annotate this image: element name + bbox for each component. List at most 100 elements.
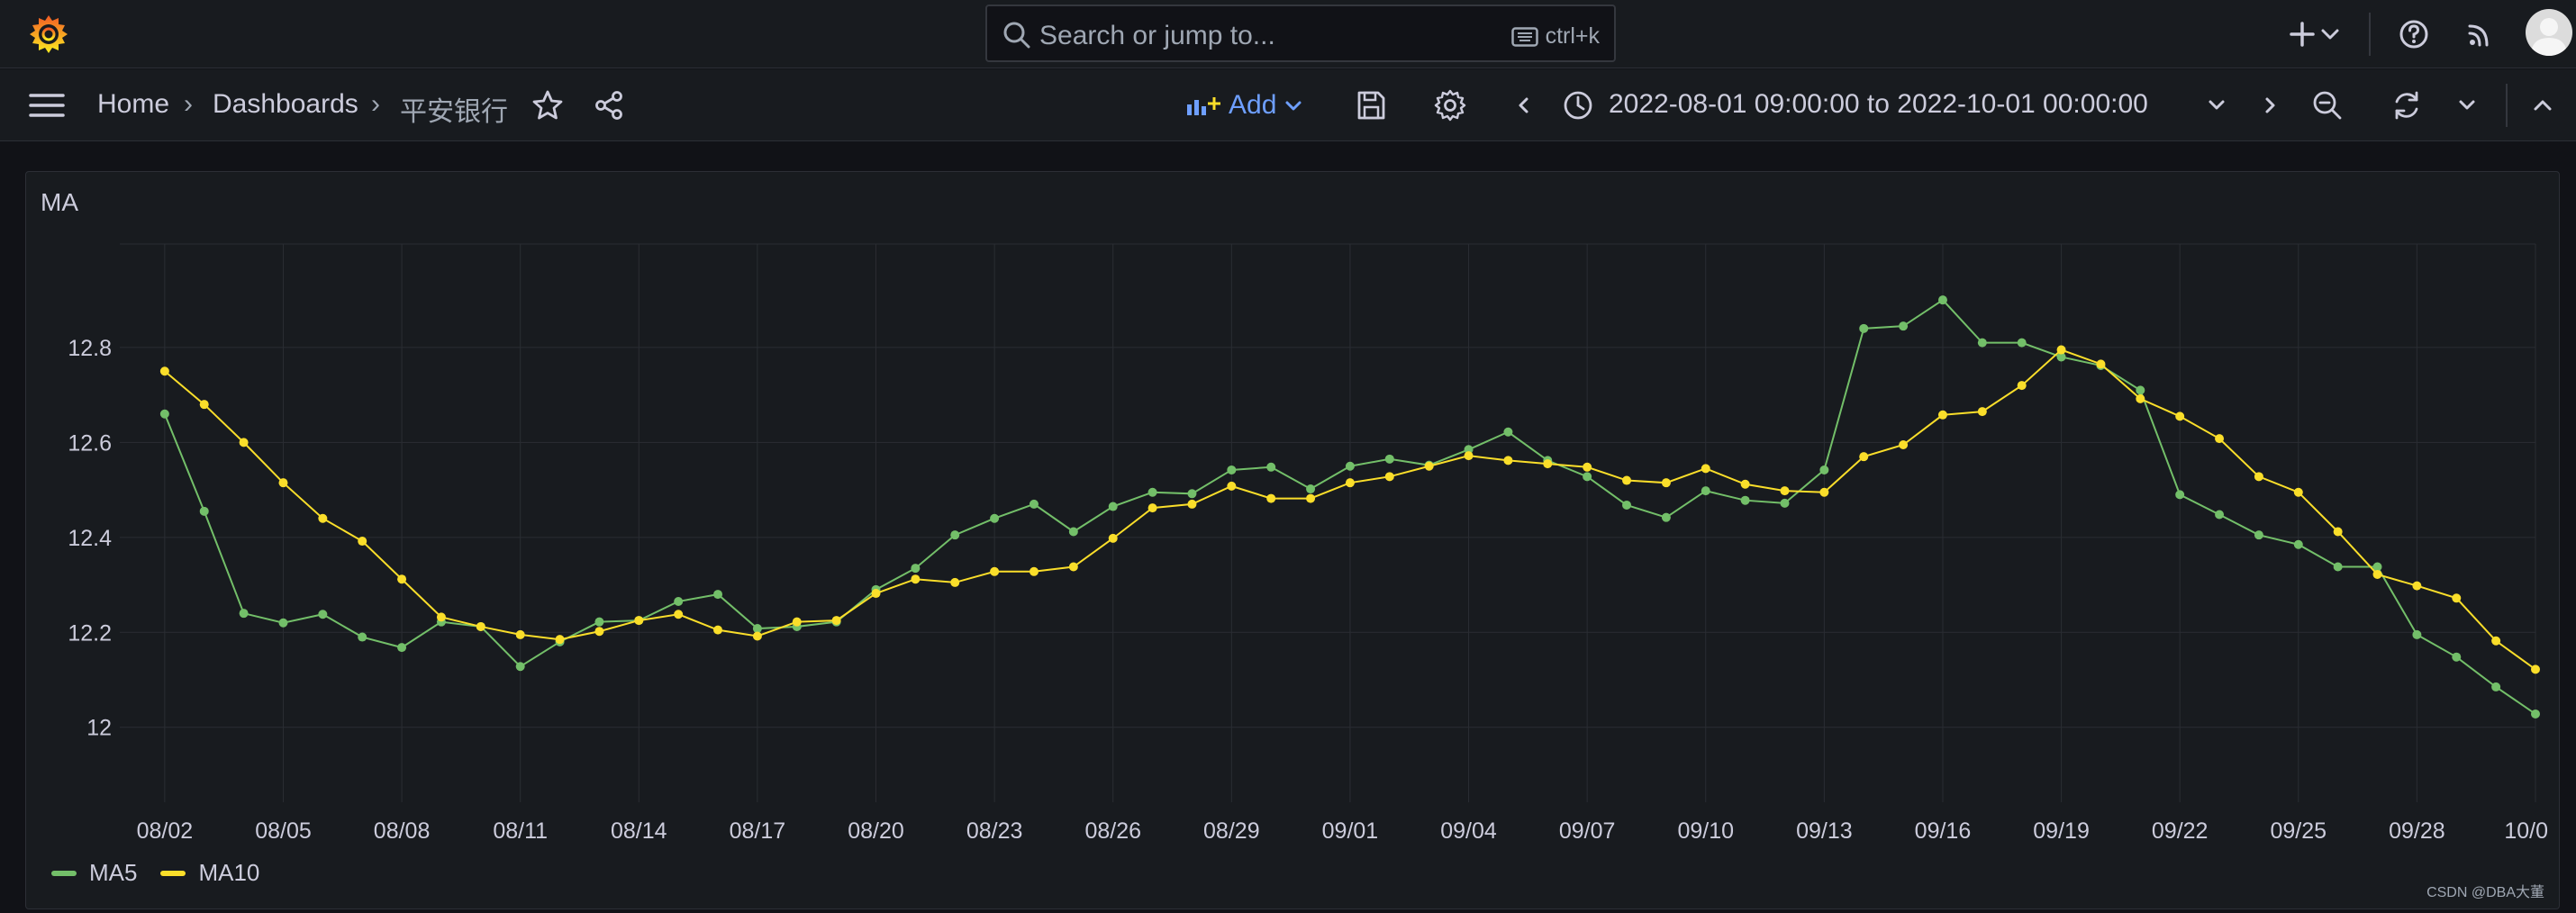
data-point-ma10[interactable] <box>358 537 367 547</box>
data-point-ma10[interactable] <box>792 617 802 627</box>
search-input[interactable]: Search or jump to... <box>1039 21 1275 50</box>
data-point-ma10[interactable] <box>2017 381 2027 391</box>
help-icon[interactable] <box>2396 16 2432 52</box>
data-point-ma5[interactable] <box>199 506 209 516</box>
data-point-ma5[interactable] <box>1583 472 1592 482</box>
data-point-ma5[interactable] <box>2017 338 2027 348</box>
data-point-ma5[interactable] <box>2293 539 2303 549</box>
data-point-ma5[interactable] <box>1819 465 1829 475</box>
data-point-ma5[interactable] <box>1108 502 1118 511</box>
data-point-ma5[interactable] <box>1345 461 1355 471</box>
data-point-ma5[interactable] <box>1464 445 1474 455</box>
legend-item-ma5[interactable]: MA5 <box>51 859 137 887</box>
star-icon[interactable] <box>530 87 566 123</box>
data-point-ma10[interactable] <box>2412 581 2422 591</box>
data-point-ma10[interactable] <box>1266 493 1276 503</box>
data-point-ma10[interactable] <box>2136 393 2145 403</box>
data-point-ma10[interactable] <box>713 625 723 635</box>
data-point-ma10[interactable] <box>1029 566 1039 576</box>
data-point-ma10[interactable] <box>397 574 407 584</box>
rss-icon[interactable] <box>2463 16 2499 52</box>
data-point-ma5[interactable] <box>239 609 249 619</box>
data-point-ma10[interactable] <box>911 574 921 584</box>
data-point-ma10[interactable] <box>555 635 565 645</box>
data-point-ma10[interactable] <box>1108 533 1118 543</box>
data-point-ma5[interactable] <box>1701 486 1710 496</box>
data-point-ma5[interactable] <box>752 624 762 634</box>
data-point-ma5[interactable] <box>1661 512 1671 522</box>
data-point-ma5[interactable] <box>1859 323 1869 333</box>
data-point-ma10[interactable] <box>2215 434 2225 444</box>
data-point-ma10[interactable] <box>1543 459 1553 469</box>
data-point-ma5[interactable] <box>278 618 288 628</box>
data-point-ma10[interactable] <box>1661 478 1671 488</box>
data-point-ma10[interactable] <box>1701 464 1710 474</box>
data-point-ma5[interactable] <box>1306 484 1316 494</box>
ma-line-chart[interactable]: 12 12.2 12.4 12.6 12.8 08/02 08/05 08/08 08/11 08… <box>26 172 2559 908</box>
refresh-icon[interactable] <box>2389 87 2425 123</box>
data-point-ma5[interactable] <box>2215 510 2225 520</box>
data-point-ma10[interactable] <box>1464 451 1474 461</box>
ma-panel[interactable]: MA 12 12.2 12.4 12.6 12.8 08/02 08/05 08/08 08/1… <box>25 171 2560 909</box>
data-point-ma10[interactable] <box>1068 562 1078 572</box>
menu-icon[interactable] <box>29 87 65 123</box>
share-icon[interactable] <box>591 87 627 123</box>
data-point-ma10[interactable] <box>159 366 169 376</box>
data-point-ma10[interactable] <box>752 631 762 641</box>
data-point-ma10[interactable] <box>1306 493 1316 503</box>
data-point-ma5[interactable] <box>515 662 525 672</box>
data-point-ma10[interactable] <box>634 616 644 626</box>
data-point-ma10[interactable] <box>239 438 249 447</box>
data-point-ma5[interactable] <box>911 564 921 574</box>
data-point-ma5[interactable] <box>2333 562 2343 572</box>
data-point-ma10[interactable] <box>278 478 288 488</box>
data-point-ma10[interactable] <box>1227 481 1237 491</box>
data-point-ma10[interactable] <box>199 400 209 410</box>
data-point-ma5[interactable] <box>1740 495 1750 505</box>
data-point-ma5[interactable] <box>1227 465 1237 475</box>
data-point-ma10[interactable] <box>1147 503 1157 513</box>
data-point-ma5[interactable] <box>1029 499 1039 509</box>
legend-item-ma10[interactable]: MA10 <box>160 859 259 887</box>
chevron-down-icon[interactable] <box>2455 87 2479 123</box>
data-point-ma10[interactable] <box>2491 636 2501 646</box>
data-point-ma5[interactable] <box>1977 338 1987 348</box>
data-point-ma5[interactable] <box>1147 487 1157 497</box>
save-icon[interactable] <box>1353 87 1389 123</box>
panel-title[interactable]: MA <box>41 188 78 216</box>
breadcrumb-dashboards[interactable]: Dashboards <box>213 89 358 119</box>
data-point-ma5[interactable] <box>2136 385 2145 395</box>
data-point-ma5[interactable] <box>159 409 169 419</box>
data-point-ma10[interactable] <box>831 616 841 626</box>
data-point-ma5[interactable] <box>2491 682 2501 692</box>
data-point-ma5[interactable] <box>674 597 684 606</box>
data-point-ma10[interactable] <box>950 577 960 587</box>
breadcrumb-home[interactable]: Home <box>97 89 170 119</box>
search-bar[interactable]: Search or jump to... ctrl+k <box>985 5 1616 62</box>
data-point-ma10[interactable] <box>2293 487 2303 497</box>
data-point-ma5[interactable] <box>1068 527 1078 537</box>
data-point-ma5[interactable] <box>1780 498 1790 508</box>
gear-icon[interactable] <box>1432 87 1468 123</box>
data-point-ma10[interactable] <box>990 566 1000 576</box>
data-point-ma5[interactable] <box>1266 462 1276 472</box>
data-point-ma5[interactable] <box>990 513 1000 523</box>
data-point-ma5[interactable] <box>713 590 723 600</box>
data-point-ma5[interactable] <box>2372 562 2382 572</box>
data-point-ma10[interactable] <box>594 627 604 637</box>
data-point-ma10[interactable] <box>1740 479 1750 489</box>
data-point-ma10[interactable] <box>1424 461 1434 471</box>
data-point-ma10[interactable] <box>436 612 446 622</box>
data-point-ma5[interactable] <box>1187 489 1197 499</box>
data-point-ma10[interactable] <box>2452 593 2462 603</box>
data-point-ma10[interactable] <box>1780 486 1790 496</box>
data-point-ma10[interactable] <box>1503 456 1513 466</box>
data-point-ma5[interactable] <box>2056 352 2066 362</box>
data-point-ma10[interactable] <box>1859 452 1869 462</box>
data-point-ma5[interactable] <box>2254 530 2263 540</box>
time-range-picker[interactable]: 2022-08-01 09:00:00 to 2022-10-01 00:00:… <box>1609 89 2148 119</box>
data-point-ma10[interactable] <box>1583 462 1592 472</box>
data-point-ma5[interactable] <box>358 632 367 642</box>
data-point-ma5[interactable] <box>2175 490 2185 500</box>
data-point-ma10[interactable] <box>1977 407 1987 417</box>
